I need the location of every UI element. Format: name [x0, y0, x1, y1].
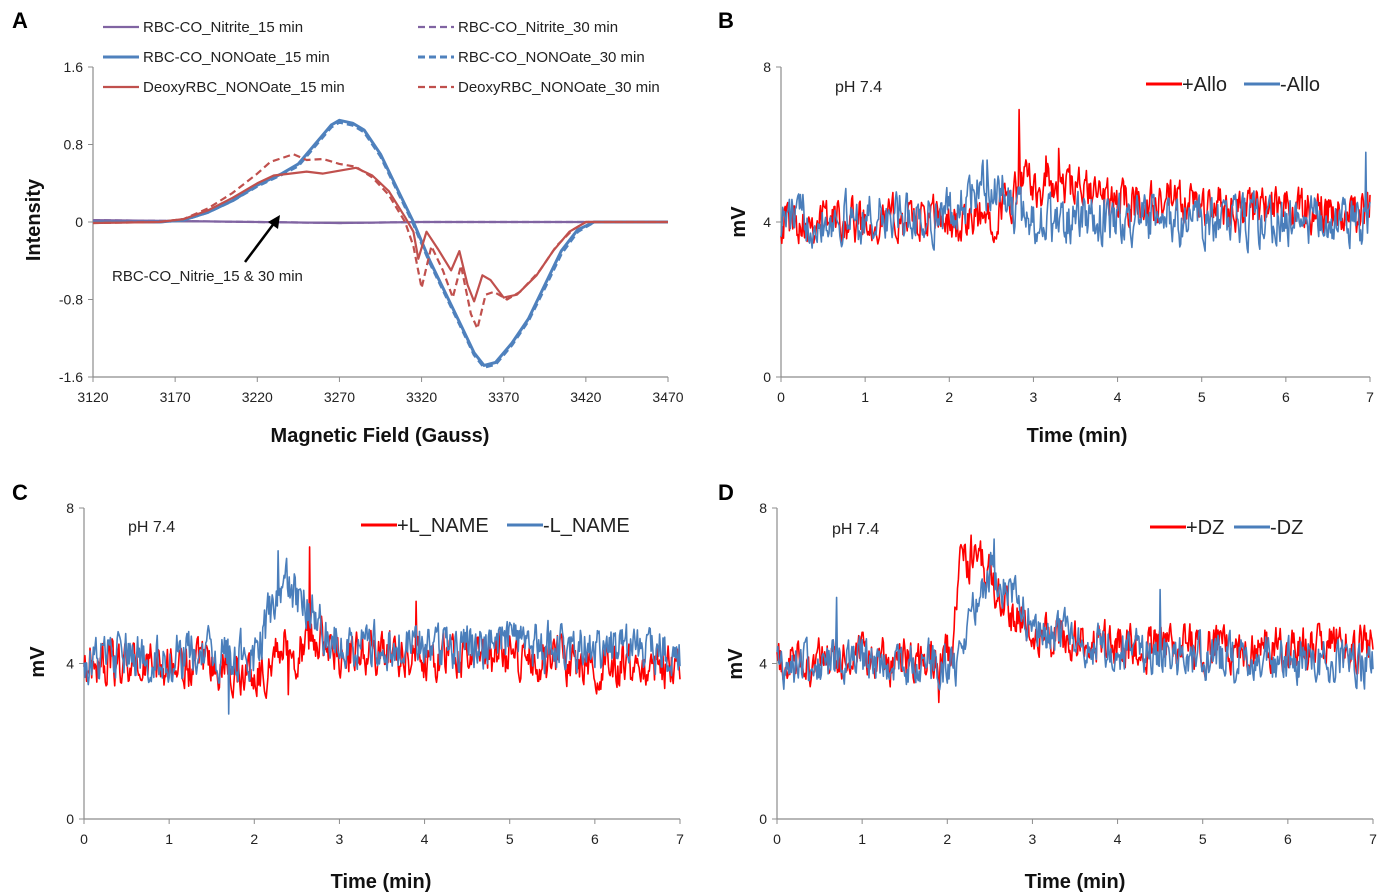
- panel-d-legend: +DZ -DZ: [1150, 517, 1303, 539]
- panel-a-x-tick-label: 3470: [652, 389, 683, 405]
- panel-d-x-tick-label: 1: [858, 831, 866, 847]
- panel-a-series-line: [92, 153, 668, 330]
- panel-b-series-line: [780, 108, 1371, 247]
- panel-a-x-tick-label: 3170: [160, 389, 191, 405]
- panel-c-series-line: [83, 550, 681, 715]
- panel-c-letter: C: [12, 480, 28, 505]
- panel-c-plot: 0 1 2 3 4 5 6 7 8 4 0: [66, 500, 684, 847]
- panel-d-x-tick-label: 2: [943, 831, 951, 847]
- panel-d-y-tick-label: 0: [759, 811, 767, 827]
- panel-a-x-tick-label: 3370: [488, 389, 519, 405]
- panel-c-y-tick-label: 4: [66, 656, 74, 672]
- panel-d-x-tick-label: 0: [773, 831, 781, 847]
- panel-d-x-tick-label: 5: [1199, 831, 1207, 847]
- panel-b-x-tick-label: 4: [1114, 389, 1122, 405]
- panel-a-letter: A: [12, 8, 28, 33]
- panel-a-legend-label: DeoxyRBC_NONOate_30 min: [458, 79, 660, 96]
- panel-d-xlabel: Time (min): [1025, 871, 1126, 893]
- panel-c-ylabel: mV: [27, 646, 49, 678]
- panel-d-series-line: [776, 538, 1374, 691]
- panel-b-y-tick-label: 4: [763, 214, 771, 230]
- panel-c-legend: +L_NAME -L_NAME: [361, 515, 630, 537]
- panel-a-legend-label: DeoxyRBC_NONOate_15 min: [143, 79, 345, 96]
- panel-a-series-line: [93, 120, 668, 369]
- panel-d-letter: D: [718, 480, 734, 505]
- panel-b-legend: +Allo -Allo: [1146, 74, 1320, 96]
- panel-d-legend-label: +DZ: [1186, 517, 1224, 539]
- panel-a-legend-label: RBC-CO_Nitrite_15 min: [143, 19, 303, 36]
- panel-c-legend-label: -L_NAME: [543, 515, 630, 537]
- panel-b-y-tick-label: 0: [763, 369, 771, 385]
- panel-c-x-tick-label: 4: [421, 831, 429, 847]
- panel-a-legend-label: RBC-CO_NONOate_15 min: [143, 49, 330, 66]
- panel-c-x-tick-label: 7: [676, 831, 684, 847]
- panel-c-x-tick-label: 1: [165, 831, 173, 847]
- panel-a-x-tick-label: 3120: [77, 389, 108, 405]
- panel-a-x-tick-label: 3320: [406, 389, 437, 405]
- panel-d-y-tick-label: 4: [759, 656, 767, 672]
- panel-b-x-tick-label: 0: [777, 389, 785, 405]
- panel-d-x-tick-label: 3: [1029, 831, 1037, 847]
- panel-b-legend-label: -Allo: [1280, 74, 1320, 96]
- panel-a-legend: RBC-CO_Nitrite_15 min RBC-CO_Nitrite_30 m…: [103, 19, 660, 96]
- panel-b-plot: 0 1 2 3 4 5 6 7 8 4 0: [763, 59, 1374, 405]
- panel-b-letter: B: [718, 8, 734, 33]
- panel-a-annotation: RBC-CO_Nitrie_15 & 30 min: [112, 268, 303, 285]
- panel-a-xlabel: Magnetic Field (Gauss): [271, 425, 490, 447]
- panel-a-x-tick-label: 3420: [570, 389, 601, 405]
- panel-c-xlabel: Time (min): [331, 871, 432, 893]
- panel-a-y-tick-label: 0: [75, 214, 83, 230]
- panel-b-annotation: pH 7.4: [835, 79, 882, 96]
- panel-c-legend-label: +L_NAME: [397, 515, 489, 537]
- panel-b-series-line: [780, 151, 1371, 254]
- panel-d-annotation: pH 7.4: [832, 521, 879, 538]
- panel-d-x-tick-label: 6: [1284, 831, 1292, 847]
- panel-a-ylabel: Intensity: [23, 178, 45, 261]
- panel-a-x-tick-label: 3270: [324, 389, 355, 405]
- panel-a-y-tick-label: -1.6: [59, 369, 83, 385]
- panel-c-y-tick-label: 0: [66, 811, 74, 827]
- panel-b-y-tick-label: 8: [763, 59, 771, 75]
- panel-c-y-tick-label: 8: [66, 500, 74, 516]
- panel-a-plot: 3120 3170 3220 3270 3320 3370 3420 3470 1.6 0.8 0 -…: [59, 59, 684, 405]
- panel-b-x-tick-label: 6: [1282, 389, 1290, 405]
- panel-a-series-line: [92, 219, 668, 225]
- panel-b-x-tick-label: 3: [1030, 389, 1038, 405]
- panel-a-y-tick-label: 0.8: [64, 137, 84, 153]
- panel-c-x-tick-label: 3: [336, 831, 344, 847]
- panel-a-x-tick-label: 3220: [242, 389, 273, 405]
- panel-a-legend-label: RBC-CO_Nitrite_30 min: [458, 19, 618, 36]
- panel-a-chart: A RBC-CO_Nitrite_15 min RBC-CO_Nitrite_30…: [12, 8, 684, 447]
- panel-d-legend-label: -DZ: [1270, 517, 1303, 539]
- panel-d-x-tick-label: 7: [1369, 831, 1377, 847]
- panel-a-legend-label: RBC-CO_NONOate_30 min: [458, 49, 645, 66]
- panel-b-chart: B 0 1 2 3 4 5 6 7 8 4 0 +Allo -Allo pH 7.4 Time (mi…: [718, 8, 1374, 447]
- panel-b-xlabel: Time (min): [1027, 425, 1128, 447]
- panel-c-x-tick-label: 2: [250, 831, 258, 847]
- panel-c-x-tick-label: 0: [80, 831, 88, 847]
- panel-a-series-line: [92, 166, 668, 303]
- panel-a-y-tick-label: 1.6: [64, 59, 84, 75]
- panel-d-y-tick-label: 8: [759, 500, 767, 516]
- panel-b-x-tick-label: 7: [1366, 389, 1374, 405]
- panel-c-chart: C 0 1 2 3 4 5 6 7 8 4 0 +L_NAME -L_NAME pH 7.4 Time…: [12, 480, 684, 893]
- panel-a-annotation-arrow: [244, 215, 280, 263]
- panel-d-chart: D 0 1 2 3 4 5 6 7 8 4 0 +DZ -DZ pH 7.4 Time (min) m…: [718, 480, 1377, 893]
- panel-c-annotation: pH 7.4: [128, 519, 175, 536]
- panel-c-x-tick-label: 6: [591, 831, 599, 847]
- panel-b-x-tick-label: 2: [945, 389, 953, 405]
- panel-b-x-tick-label: 1: [861, 389, 869, 405]
- panel-c-x-tick-label: 5: [506, 831, 514, 847]
- panel-b-x-tick-label: 5: [1198, 389, 1206, 405]
- panel-b-legend-label: +Allo: [1182, 74, 1227, 96]
- panel-d-ylabel: mV: [725, 648, 747, 680]
- panel-d-x-tick-label: 4: [1114, 831, 1122, 847]
- panel-a-y-tick-label: -0.8: [59, 292, 83, 308]
- panel-c-series-line: [83, 546, 681, 699]
- panel-d-plot: 0 1 2 3 4 5 6 7 8 4 0: [759, 500, 1377, 847]
- panel-b-ylabel: mV: [728, 206, 750, 238]
